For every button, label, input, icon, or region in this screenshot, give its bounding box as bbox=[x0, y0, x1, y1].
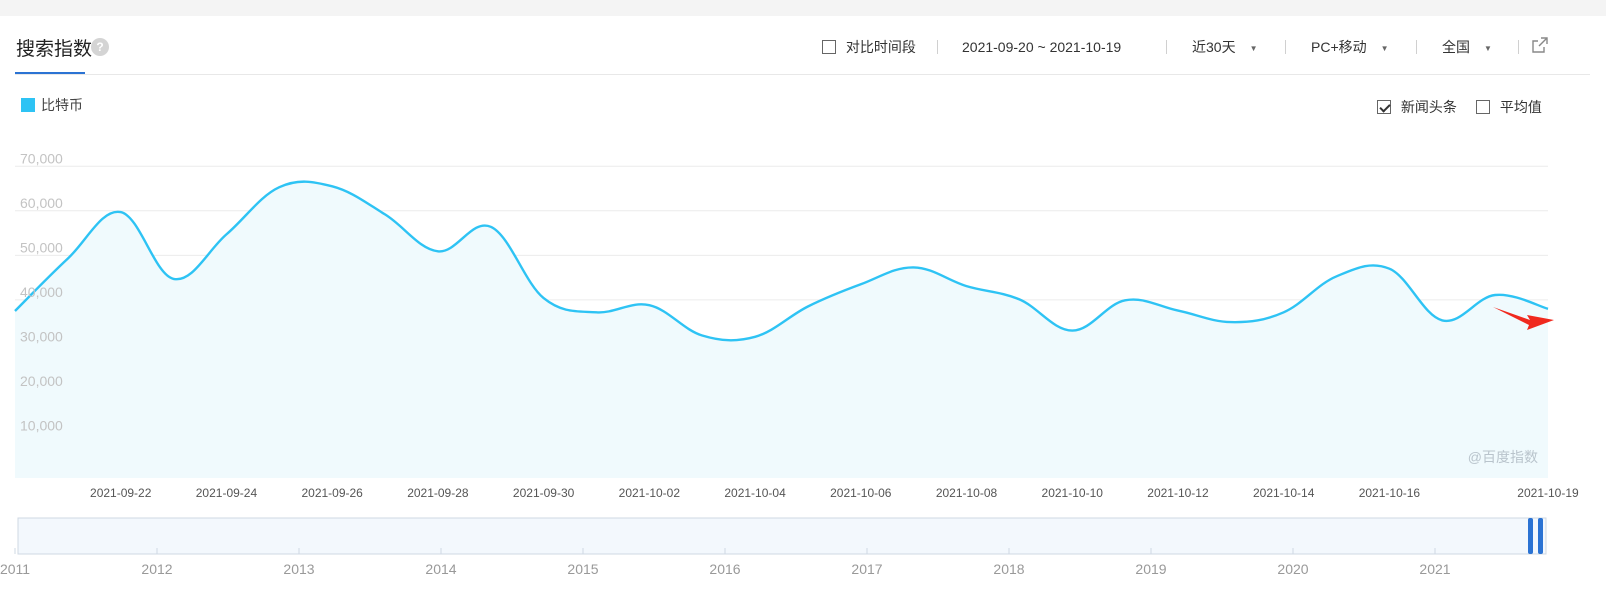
legend-label: 比特币 bbox=[41, 97, 83, 113]
header-divider bbox=[15, 74, 1590, 75]
title-underline bbox=[15, 72, 85, 74]
y-tick-label: 30,000 bbox=[20, 328, 63, 344]
annotation-arrow bbox=[1493, 307, 1554, 330]
chevron-down-icon: ▼ bbox=[1380, 44, 1389, 53]
navigator-year-label: 2012 bbox=[141, 561, 172, 577]
x-tick-label: 2021-10-12 bbox=[1147, 486, 1209, 500]
y-tick-label: 10,000 bbox=[20, 417, 63, 433]
compare-toggle[interactable]: 对比时间段 bbox=[822, 38, 916, 56]
navigator-handle bbox=[1538, 518, 1543, 554]
series-line bbox=[14, 180, 1549, 342]
help-icon[interactable]: ? bbox=[91, 38, 109, 56]
y-tick-label: 20,000 bbox=[20, 373, 63, 389]
x-tick-label: 2021-10-06 bbox=[830, 486, 892, 500]
region-value: 全国 bbox=[1442, 39, 1470, 55]
y-tick-label: 40,000 bbox=[20, 284, 63, 300]
region-select[interactable]: 全国 ▼ bbox=[1442, 38, 1492, 56]
navigator-year-label: 2017 bbox=[851, 561, 882, 577]
legend-item[interactable]: 比特币 bbox=[21, 96, 83, 114]
navigator bbox=[17, 517, 1547, 555]
series-area bbox=[15, 181, 1548, 479]
x-tick-label: 2021-09-22 bbox=[90, 486, 152, 500]
news-toggle[interactable]: 新闻头条 bbox=[1377, 98, 1457, 116]
y-tick-label: 60,000 bbox=[20, 195, 63, 211]
navigator-year-label: 2018 bbox=[993, 561, 1024, 577]
average-label: 平均值 bbox=[1499, 99, 1542, 115]
navigator-year-label: 2015 bbox=[567, 561, 598, 577]
divider bbox=[1166, 40, 1167, 54]
period-value: 近30天 bbox=[1192, 39, 1236, 55]
device-select[interactable]: PC+移动 ▼ bbox=[1311, 38, 1389, 56]
navigator-year-label: 2011 bbox=[0, 561, 30, 577]
average-toggle[interactable]: 平均值 bbox=[1476, 98, 1542, 116]
navigator-year-label: 2016 bbox=[709, 561, 740, 577]
watermark: @百度指数 bbox=[1468, 449, 1538, 465]
navigator-year-label: 2020 bbox=[1277, 561, 1308, 577]
legend-swatch bbox=[21, 98, 35, 112]
divider bbox=[1285, 40, 1286, 54]
share-icon[interactable] bbox=[1531, 36, 1549, 54]
news-checkbox[interactable] bbox=[1377, 100, 1391, 114]
x-tick-label: 2021-10-10 bbox=[1042, 486, 1104, 500]
page-title: 搜索指数 bbox=[16, 39, 93, 60]
navigator-handle bbox=[1528, 518, 1533, 554]
compare-label: 对比时间段 bbox=[845, 39, 916, 55]
x-tick-label: 2021-10-08 bbox=[936, 486, 998, 500]
divider bbox=[1416, 40, 1417, 54]
news-label: 新闻头条 bbox=[1400, 99, 1457, 115]
date-range-picker[interactable]: 2021-09-20 ~ 2021-10-19 bbox=[962, 39, 1122, 55]
navigator-year-label: 2014 bbox=[425, 561, 456, 577]
x-tick-label: 2021-10-02 bbox=[619, 486, 681, 500]
top-strip bbox=[0, 0, 1606, 16]
navigator-year-label: 2021 bbox=[1419, 561, 1450, 577]
header: 搜索指数 ? 对比时间段 2021-09-20 ~ 2021-10-19 近30… bbox=[0, 16, 1606, 76]
y-tick-label: 50,000 bbox=[20, 239, 63, 255]
x-tick-label: 2021-09-28 bbox=[407, 486, 469, 500]
x-tick-label: 2021-10-16 bbox=[1359, 486, 1421, 500]
x-tick-label: 2021-09-24 bbox=[196, 486, 258, 500]
divider bbox=[937, 40, 938, 54]
period-select[interactable]: 近30天 ▼ bbox=[1192, 38, 1258, 56]
x-tick-label: 2021-09-30 bbox=[513, 486, 575, 500]
device-value: PC+移动 bbox=[1311, 39, 1367, 55]
navigator-year-label: 2019 bbox=[1135, 561, 1166, 577]
chevron-down-icon: ▼ bbox=[1249, 44, 1258, 53]
x-tick-label: 2021-10-04 bbox=[724, 486, 786, 500]
average-checkbox[interactable] bbox=[1476, 100, 1490, 114]
chevron-down-icon: ▼ bbox=[1484, 44, 1492, 53]
compare-checkbox[interactable] bbox=[822, 40, 836, 54]
x-tick-label: 2021-09-26 bbox=[301, 486, 363, 500]
x-tick-label: 2021-10-19 bbox=[1517, 486, 1579, 500]
x-tick-label: 2021-10-14 bbox=[1253, 486, 1315, 500]
y-tick-label: 70,000 bbox=[20, 150, 63, 166]
navigator-year-label: 2013 bbox=[283, 561, 314, 577]
divider bbox=[1518, 40, 1519, 54]
